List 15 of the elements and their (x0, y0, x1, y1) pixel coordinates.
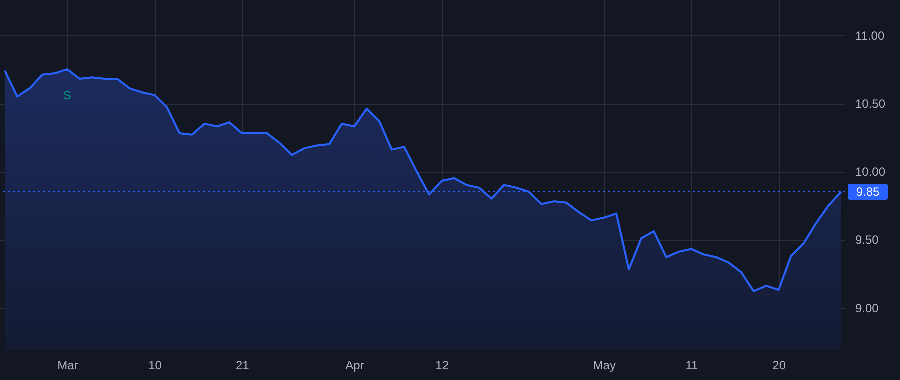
ref-line-label: 9.85 (856, 185, 880, 200)
x-tick-label: 11 (686, 358, 699, 372)
x-tick-label: 12 (436, 358, 450, 372)
x-tick-label: Mar (58, 358, 78, 372)
x-tick-label: Apr (346, 358, 364, 372)
y-tick-label: 9.50 (856, 233, 880, 248)
y-tick-label: 9.00 (856, 301, 880, 316)
x-tick-label: 10 (148, 358, 162, 372)
x-tick-label: 20 (772, 358, 786, 372)
annotation: S (63, 88, 72, 102)
x-tick-label: May (593, 358, 616, 372)
y-tick-label: 10.00 (856, 165, 886, 180)
x-tick-label: 21 (236, 358, 250, 372)
y-tick-label: 10.50 (856, 97, 886, 111)
y-tick-label: 11.00 (856, 28, 885, 43)
